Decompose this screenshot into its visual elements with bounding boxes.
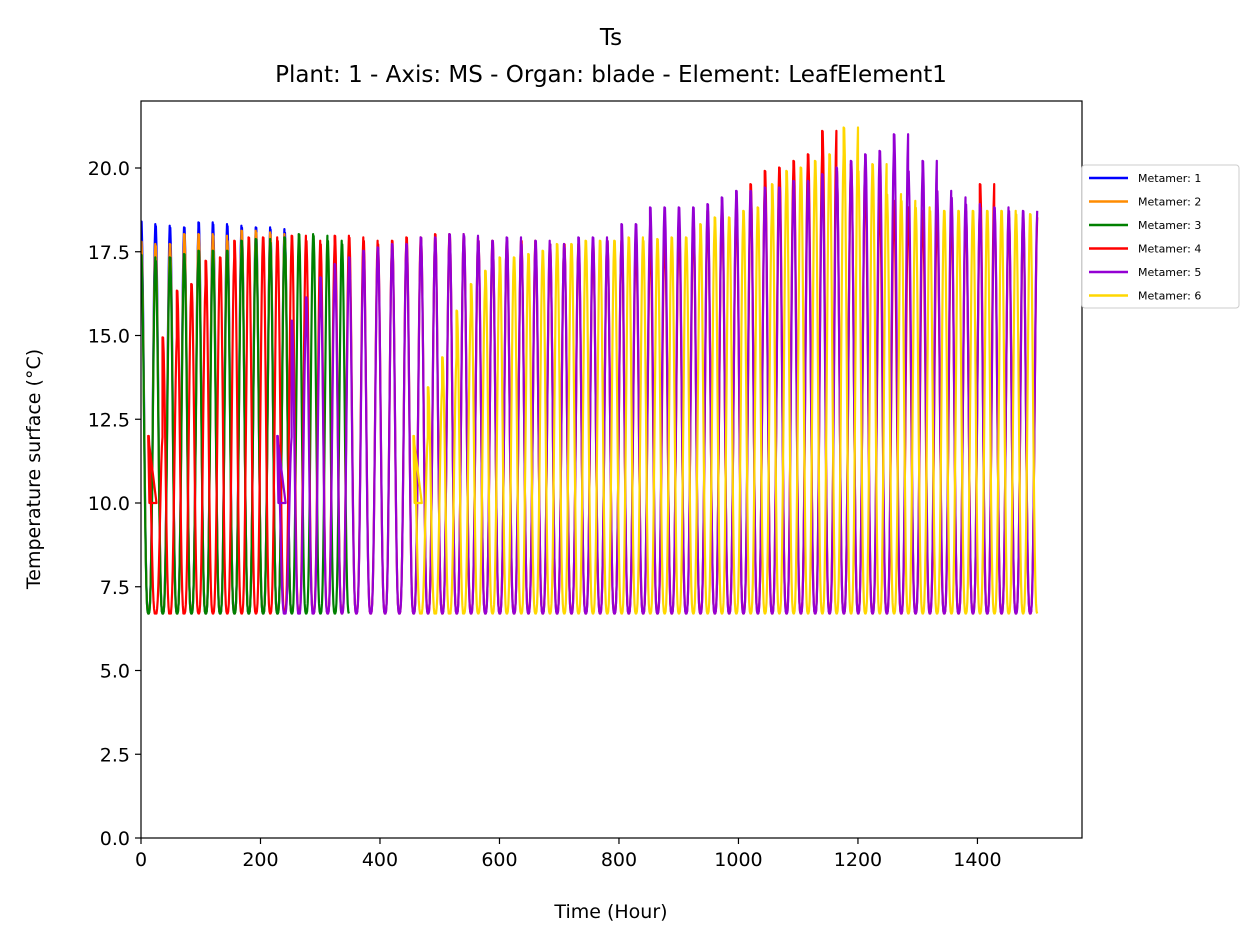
plot-frame — [140, 100, 1083, 839]
y-tick-label: 15.0 — [88, 326, 130, 348]
y-tick-label: 7.5 — [100, 577, 130, 599]
chart-title: Ts — [599, 25, 622, 51]
legend-label: Metamer: 6 — [1138, 290, 1201, 303]
legend-label: Metamer: 2 — [1138, 196, 1201, 209]
x-tick-label: 1400 — [953, 849, 1001, 871]
y-tick-label: 0.0 — [100, 828, 130, 850]
y-tick-label: 2.5 — [100, 744, 130, 766]
x-tick-label: 400 — [362, 849, 398, 871]
legend-frame — [1081, 164, 1240, 309]
series-line-metamer-5 — [276, 133, 1039, 615]
x-tick-label: 600 — [481, 849, 517, 871]
y-tick-label: 17.5 — [88, 242, 130, 264]
series-layer — [141, 126, 1039, 615]
y-axis-label: Temperature surface (°C) — [23, 349, 45, 590]
x-tick-label: 0 — [135, 849, 147, 871]
legend: Metamer: 1 Metamer: 2 Metamer: 3 Metamer: 4… — [1081, 164, 1240, 309]
legend-label: Metamer: 3 — [1138, 219, 1201, 232]
x-tick-label: 1200 — [834, 849, 882, 871]
legend-label: Metamer: 5 — [1138, 266, 1201, 279]
x-tick-label: 200 — [242, 849, 278, 871]
y-tick-label: 12.5 — [88, 409, 130, 431]
x-axis-label: Time (Hour) — [553, 901, 667, 923]
x-axis: 0 200 400 600 800 1000 1200 1400 — [135, 838, 1002, 871]
chart-subtitle: Plant: 1 - Axis: MS - Organ: blade - Ele… — [275, 62, 947, 88]
x-tick-label: 800 — [601, 849, 637, 871]
y-tick-label: 10.0 — [88, 493, 130, 515]
series-line-metamer-6 — [412, 126, 1039, 615]
y-tick-label: 5.0 — [100, 661, 130, 683]
legend-label: Metamer: 1 — [1138, 172, 1201, 185]
y-axis: 0.0 2.5 5.0 7.5 10.0 12.5 15.0 17.5 20.0 — [88, 158, 141, 850]
x-tick-label: 1000 — [714, 849, 762, 871]
y-tick-label: 20.0 — [88, 158, 130, 180]
legend-label: Metamer: 4 — [1138, 243, 1201, 256]
